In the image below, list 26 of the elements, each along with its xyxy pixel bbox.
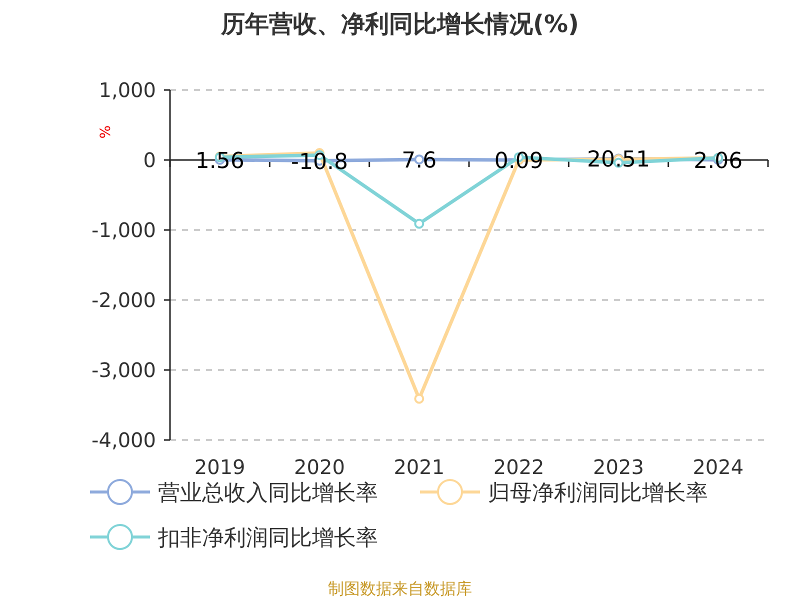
- y-tick-label: -4,000: [92, 428, 156, 452]
- x-tick-label: 2024: [692, 455, 744, 479]
- x-tick-label: 2021: [394, 455, 445, 479]
- x-tick-label: 2019: [194, 455, 246, 479]
- y-tick-label: -3,000: [92, 358, 156, 382]
- y-axis-title: %: [98, 125, 114, 139]
- legend-label: 扣非净利润同比增长率: [157, 526, 378, 551]
- legend-label: 归母净利润同比增长率: [488, 481, 708, 506]
- text: 制图数据来自数据库: [328, 579, 472, 598]
- point: [414, 394, 424, 404]
- y-tick-label: 0: [143, 148, 156, 172]
- legend-label: 营业总收入同比增长率: [158, 481, 378, 506]
- chart-title: 历年营收、净利同比增长情况(%): [220, 10, 579, 38]
- data-label: 7.6: [402, 148, 437, 174]
- x-tick-label: 2020: [294, 455, 345, 479]
- x-tick-label: 2023: [593, 455, 644, 479]
- data-label: 0.09: [494, 148, 544, 174]
- data-label: 20.51: [587, 148, 650, 173]
- data-label: 2.06: [694, 148, 743, 174]
- x-tick-label: 2022: [493, 455, 544, 479]
- y-tick-label: -1,000: [92, 218, 156, 242]
- data-label: -10.8: [291, 150, 348, 175]
- y-tick-label: 1,000: [98, 78, 156, 102]
- point: [414, 218, 424, 229]
- data-label: 1.56: [195, 148, 244, 174]
- y-tick-label: -2,000: [92, 288, 156, 312]
